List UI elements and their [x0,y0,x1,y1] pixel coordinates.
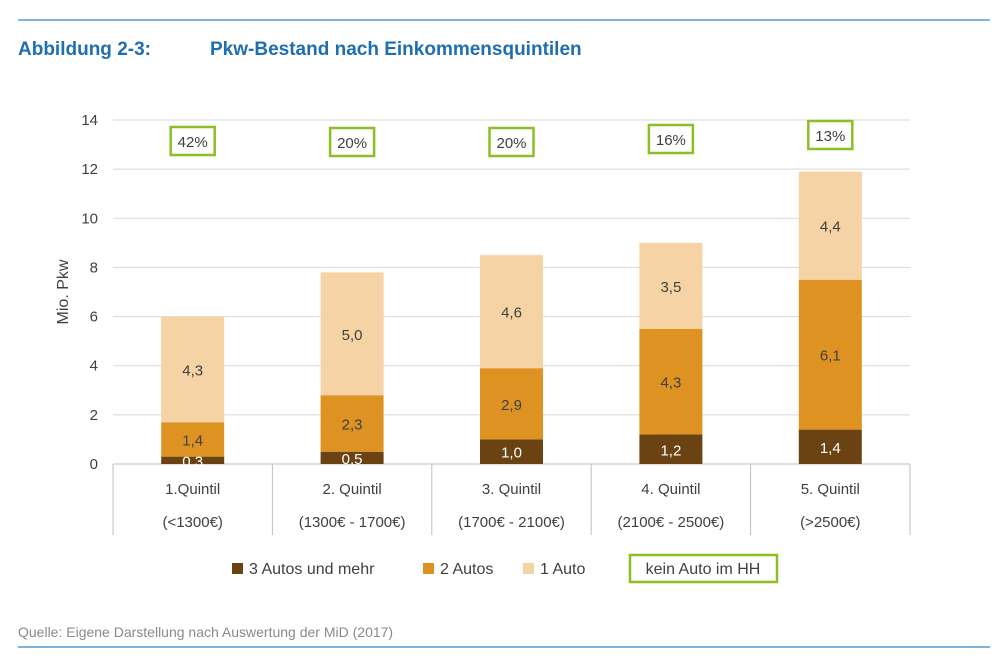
data-label: 1,4 [182,432,203,449]
category-label: 1.Quintil [165,481,220,498]
legend-kein-auto-box [628,553,779,584]
kein-auto-percent-box [647,123,695,155]
figure-label: Abbildung 2-3: [18,39,151,60]
y-tick-label: 12 [81,161,98,178]
data-label: 2,9 [501,397,522,414]
data-label: 4,6 [501,305,522,322]
data-label: 2,3 [342,416,363,433]
kein-auto-percent: 42% [178,134,208,151]
data-label: 4,4 [820,219,841,236]
bar-segment-2-autos [639,328,703,435]
data-label: 5,0 [342,327,363,344]
data-label: 3,5 [660,279,681,296]
category-sublabel: (>2500€) [800,514,860,531]
kein-auto-percent-box [328,126,376,158]
bar-segment-1-auto [639,242,703,329]
bar-segment-3-autos [320,451,384,464]
kein-auto-percent: 16% [656,132,686,149]
data-label: 6,1 [820,348,841,365]
category-label: 3. Quintil [482,481,541,498]
data-label: 1,0 [501,445,522,462]
legend-label: 1 Auto [540,561,585,578]
data-label: 0,3 [182,453,203,470]
legend-swatch [523,563,534,574]
bar-segment-3-autos [161,456,225,464]
kein-auto-percent-box [807,119,854,151]
data-label: 0,5 [342,451,363,468]
bar-segment-2-autos [161,422,225,457]
bottom-rule [18,646,990,648]
category-sublabel: (2100€ - 2500€) [618,514,725,531]
bar-segment-2-autos [320,395,384,452]
figure-title: Pkw-Bestand nach Einkommensquintilen [210,39,582,60]
y-tick-label: 14 [81,112,98,129]
bar-segment-2-autos [480,368,543,440]
bar-segment-1-auto [798,171,862,280]
bar-segment-3-autos [798,429,862,464]
y-tick-label: 6 [90,309,98,326]
bar-segment-2-autos [798,279,862,430]
y-tick-label: 4 [90,358,98,375]
top-rule [18,19,990,21]
category-sublabel: (1300€ - 1700€) [299,514,406,531]
bar-segment-1-auto [161,316,225,423]
legend-swatch [232,563,243,574]
category-label: 2. Quintil [322,481,381,498]
category-label: 4. Quintil [641,481,700,498]
data-label: 4,3 [660,375,681,392]
kein-auto-percent-box [488,126,535,158]
y-axis-label: Mio. Pkw [55,259,72,324]
source-note: Quelle: Eigene Darstellung nach Auswertu… [18,624,394,640]
y-tick-label: 2 [90,407,98,424]
data-label: 4,3 [182,362,203,379]
bar-segment-3-autos [480,439,543,464]
bar-segment-3-autos [639,434,703,464]
bar-segment-1-auto [320,272,384,396]
kein-auto-percent: 20% [337,135,367,152]
category-sublabel: (<1300€) [162,514,222,531]
kein-auto-percent-box [169,125,216,157]
kein-auto-percent: 20% [496,135,526,152]
kein-auto-percent: 13% [815,128,845,145]
category-label: 5. Quintil [801,481,860,498]
y-tick-label: 0 [90,456,98,473]
y-tick-label: 10 [81,210,98,227]
data-label: 1,2 [660,442,681,459]
category-sublabel: (1700€ - 2100€) [458,514,565,531]
legend-label: 2 Autos [440,561,493,578]
bar-segment-1-auto [480,255,543,369]
legend-label: 3 Autos und mehr [249,561,375,578]
legend-kein-auto-label: kein Auto im HH [646,561,761,578]
data-label: 1,4 [820,440,841,457]
legend-swatch [423,563,434,574]
y-tick-label: 8 [90,259,98,276]
